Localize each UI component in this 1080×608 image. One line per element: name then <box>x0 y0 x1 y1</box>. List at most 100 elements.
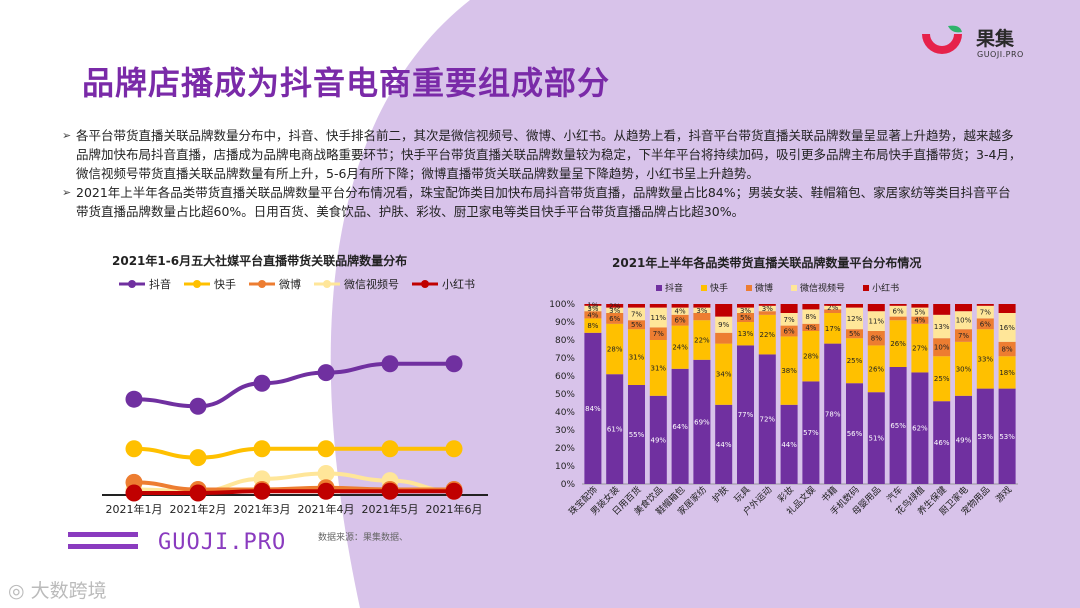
data-point-series-4-4 <box>381 482 399 500</box>
bar-segment-3-15 <box>911 307 929 317</box>
bullet-arrow-icon: ➢ <box>62 186 72 199</box>
bar-segment-1-18 <box>976 329 994 389</box>
bar-segment-3-10 <box>802 309 820 324</box>
data-point-series-1-1 <box>189 449 207 467</box>
bar-segment-2-13 <box>867 331 885 346</box>
bar-segment-3-9 <box>780 313 798 326</box>
bar-segment-4-2 <box>628 304 645 308</box>
bar-data-label: 25% <box>847 357 863 365</box>
bar-segment-1-10 <box>802 331 820 382</box>
bar-segment-0-18 <box>976 388 994 484</box>
bar-segment-3-7 <box>737 307 754 313</box>
bar-segment-2-8 <box>758 311 776 315</box>
data-point-series-0-2 <box>253 374 271 392</box>
data-point-series-4-0 <box>125 484 143 502</box>
bullet-arrow-icon: ➢ <box>62 129 72 142</box>
legend-label: 微博 <box>279 278 301 291</box>
brand-subtitle: GUOJI.PRO <box>977 50 1024 59</box>
bar-segment-2-4 <box>671 314 689 326</box>
bar-segment-3-3 <box>649 307 667 328</box>
bar-data-label: 3% <box>587 305 598 313</box>
legend-line-marker-icon <box>314 280 340 288</box>
bar-data-label: 44% <box>716 441 732 449</box>
bar-data-label: 10% <box>956 317 972 325</box>
bar-data-label: 13% <box>934 323 950 331</box>
bar-legend-item-series-2: 微博 <box>746 281 773 294</box>
bar-segment-4-15 <box>911 304 929 308</box>
page-title: 品牌店播成为抖音电商重要组成部分 <box>82 64 611 102</box>
data-point-series-3-3 <box>317 465 335 483</box>
line-chart-title: 2021年1-6月五大社媒平台直播带货关联品牌数量分布 <box>112 254 408 268</box>
data-point-series-0-1 <box>189 397 207 415</box>
data-point-series-4-3 <box>317 482 335 500</box>
bar-segment-1-2 <box>628 329 645 385</box>
x-category-label: 护肤 <box>710 484 731 505</box>
data-point-series-1-2 <box>253 440 271 458</box>
bar-segment-0-11 <box>824 343 842 484</box>
legend-label: 快手 <box>710 284 729 294</box>
bullet-item-2: ➢ 2021年上半年各品类带货直播关联品牌数量平台分布情况看，珠宝配饰类目加快布… <box>62 183 1022 221</box>
bar-segment-1-11 <box>824 313 842 344</box>
data-point-series-4-2 <box>253 482 271 500</box>
bar-data-label: 8% <box>805 313 816 321</box>
legend-swatch-icon <box>746 284 753 291</box>
y-tick-label: 60% <box>555 372 575 382</box>
bar-data-label: 2% <box>827 304 838 312</box>
bar-data-label: 7% <box>980 309 991 317</box>
bar-data-label: 3% <box>740 307 751 315</box>
bar-data-label: 72% <box>760 416 776 424</box>
bar-segment-2-1 <box>606 313 624 324</box>
bar-chart-title: 2021年上半年各品类带货直播关联品牌数量平台分布情况 <box>612 256 922 270</box>
legend-item-series-4: 小红书 <box>411 276 475 292</box>
bottom-logo: ◎ 大数跨境 <box>8 576 107 603</box>
bar-segment-0-12 <box>846 383 863 484</box>
bar-segment-1-7 <box>737 322 754 346</box>
bar-data-label: 78% <box>825 410 841 418</box>
data-point-series-1-4 <box>381 440 399 458</box>
bar-data-label: 12% <box>847 315 863 323</box>
legend-item-series-2: 微博 <box>248 276 301 292</box>
legend-line-marker-icon <box>119 280 145 288</box>
x-tick-label: 2021年4月 <box>298 502 355 516</box>
bar-segment-2-10 <box>802 323 820 331</box>
bar-segment-1-4 <box>671 325 689 369</box>
bar-segment-0-14 <box>889 367 907 484</box>
bar-segment-0-7 <box>737 345 754 484</box>
bar-data-label: 18% <box>999 369 1015 377</box>
bar-data-label: 64% <box>672 423 688 431</box>
bar-segment-4-4 <box>671 304 689 308</box>
bar-segment-4-0 <box>584 304 602 306</box>
legend-swatch-icon <box>701 284 708 291</box>
bar-data-label: 3% <box>696 307 707 315</box>
bar-data-label: 7% <box>958 332 969 340</box>
bottom-logo-text: 大数跨境 <box>30 580 107 602</box>
bar-data-label: 22% <box>760 331 776 339</box>
y-tick-label: 10% <box>555 462 575 472</box>
y-tick-label: 100% <box>549 300 575 310</box>
bar-segment-4-19 <box>998 304 1016 313</box>
bar-segment-4-7 <box>737 304 754 308</box>
bar-data-label: 2% <box>609 302 620 310</box>
bar-data-label: 84% <box>585 405 601 413</box>
line-chart-legend: 抖音 快手 微博 微信视频号 小红书 <box>118 276 487 292</box>
bar-segment-4-16 <box>933 304 951 315</box>
bar-segment-4-6 <box>715 304 733 317</box>
bar-segment-4-5 <box>693 304 711 308</box>
bar-data-label: 22% <box>694 337 710 345</box>
bar-data-label: 49% <box>956 436 972 444</box>
bar-segment-2-12 <box>846 329 863 339</box>
bar-data-label: 57% <box>803 429 819 437</box>
bar-segment-1-5 <box>693 320 711 360</box>
bar-segment-2-11 <box>824 309 842 313</box>
bar-data-label: 8% <box>587 322 598 330</box>
legend-item-series-3: 微信视频号 <box>313 276 399 292</box>
bar-segment-1-17 <box>955 341 972 396</box>
legend-item-series-1: 快手 <box>183 276 236 292</box>
legend-swatch-icon <box>863 284 870 291</box>
brand-name: 果集 <box>976 28 1015 50</box>
bar-segment-2-2 <box>628 320 645 330</box>
stacked-bar-chart: 0% 10% 20% 30% 40% 50% 60% 70% 80% 90% 100% 84% 8% 4%… <box>549 300 1018 518</box>
bar-segment-2-19 <box>998 341 1016 357</box>
bar-data-label: 6% <box>675 317 686 325</box>
bar-data-label: 27% <box>912 345 928 353</box>
